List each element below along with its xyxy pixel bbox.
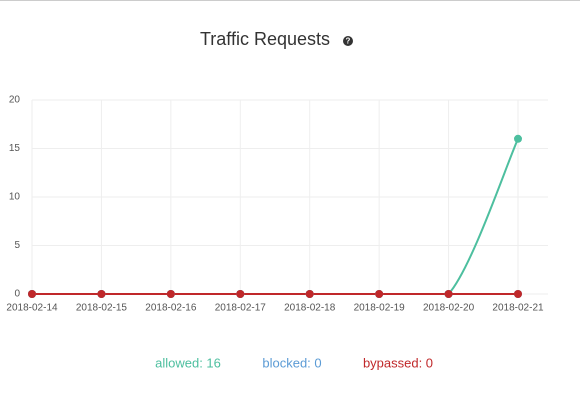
x-tick-label: 2018-02-18 bbox=[284, 303, 336, 314]
x-tick-label: 2018-02-16 bbox=[145, 303, 197, 314]
y-tick-label: 5 bbox=[14, 240, 20, 251]
data-point bbox=[166, 290, 175, 298]
y-tick-label: 0 bbox=[14, 289, 20, 300]
data-point bbox=[236, 290, 245, 298]
x-tick-label: 2018-02-14 bbox=[6, 303, 58, 314]
data-point bbox=[444, 290, 453, 298]
data-point bbox=[97, 290, 106, 298]
x-tick-label: 2018-02-17 bbox=[215, 303, 267, 314]
data-point bbox=[375, 290, 384, 298]
legend-entry[interactable]: blocked: 0 bbox=[262, 355, 321, 370]
help-icon[interactable]: ? bbox=[343, 36, 353, 46]
legend-entry[interactable]: bypassed: 0 bbox=[363, 355, 433, 370]
x-tick-label: 2018-02-21 bbox=[492, 303, 544, 314]
x-tick-label: 2018-02-20 bbox=[423, 303, 475, 314]
data-point bbox=[28, 290, 36, 298]
chart-title: Traffic Requests bbox=[200, 29, 330, 49]
svg-text:?: ? bbox=[346, 37, 351, 46]
y-tick-label: 20 bbox=[9, 95, 21, 106]
x-tick-label: 2018-02-19 bbox=[354, 303, 406, 314]
y-tick-label: 10 bbox=[9, 192, 21, 203]
y-tick-label: 15 bbox=[9, 143, 21, 154]
x-tick-label: 2018-02-15 bbox=[76, 303, 128, 314]
data-point bbox=[514, 134, 522, 143]
data-point bbox=[305, 290, 314, 298]
data-point bbox=[514, 290, 522, 298]
legend-entry[interactable]: allowed: 16 bbox=[155, 355, 221, 370]
series-line bbox=[31, 138, 519, 296]
